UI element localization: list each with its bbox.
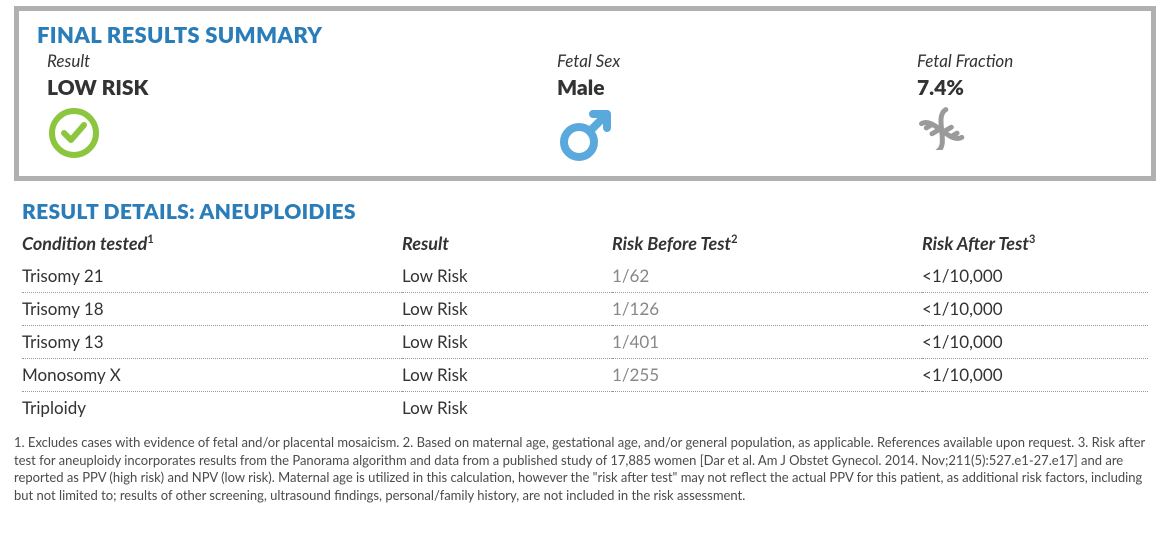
summary-sex-value: Male <box>557 75 917 100</box>
table-row: Trisomy 13 Low Risk 1/401 <1/10,000 <box>22 326 1148 359</box>
header-result: Result <box>402 230 612 260</box>
summary-sex-label: Fetal Sex <box>557 50 917 71</box>
summary-result-block: Result LOW RISK <box>37 50 557 162</box>
cell-after: <1/10,000 <box>922 260 1148 293</box>
header-after: Risk After Test3 <box>922 230 1148 260</box>
cell-after <box>922 392 1148 425</box>
cell-result: Low Risk <box>402 326 612 359</box>
dna-helix-icon <box>917 106 1013 162</box>
cell-before: 1/126 <box>612 293 922 326</box>
details-heading: RESULT DETAILS: ANEUPLOIDIES <box>22 199 1148 224</box>
table-row: Monosomy X Low Risk 1/255 <1/10,000 <box>22 359 1148 392</box>
aneuploidy-table: Condition tested1 Result Risk Before Tes… <box>22 230 1148 424</box>
header-condition: Condition tested1 <box>22 230 402 260</box>
cell-after: <1/10,000 <box>922 326 1148 359</box>
cell-condition: Trisomy 13 <box>22 326 402 359</box>
cell-result: Low Risk <box>402 260 612 293</box>
table-row: Trisomy 21 Low Risk 1/62 <1/10,000 <box>22 260 1148 293</box>
header-before-text: Risk Before Test <box>612 232 731 254</box>
cell-condition: Trisomy 21 <box>22 260 402 293</box>
cell-condition: Triploidy <box>22 392 402 425</box>
table-header-row: Condition tested1 Result Risk Before Tes… <box>22 230 1148 260</box>
cell-after: <1/10,000 <box>922 359 1148 392</box>
header-before: Risk Before Test2 <box>612 230 922 260</box>
header-before-sup: 2 <box>731 233 737 246</box>
cell-condition: Monosomy X <box>22 359 402 392</box>
cell-before <box>612 392 922 425</box>
result-details-section: RESULT DETAILS: ANEUPLOIDIES Condition t… <box>22 199 1148 424</box>
checkmark-icon <box>47 106 557 162</box>
header-condition-sup: 1 <box>147 233 153 246</box>
table-body: Trisomy 21 Low Risk 1/62 <1/10,000 Triso… <box>22 260 1148 424</box>
cell-condition: Trisomy 18 <box>22 293 402 326</box>
final-results-summary-panel: FINAL RESULTS SUMMARY Result LOW RISK Fe… <box>14 6 1156 181</box>
cell-after: <1/10,000 <box>922 293 1148 326</box>
summary-sex-block: Fetal Sex Male <box>557 50 917 162</box>
cell-before: 1/255 <box>612 359 922 392</box>
male-symbol-icon <box>557 106 917 162</box>
table-row: Triploidy Low Risk <box>22 392 1148 425</box>
summary-fraction-value: 7.4% <box>917 75 1013 100</box>
header-after-sup: 3 <box>1029 233 1035 246</box>
cell-before: 1/401 <box>612 326 922 359</box>
summary-result-value: LOW RISK <box>47 75 557 100</box>
footnotes-text: 1. Excludes cases with evidence of fetal… <box>14 434 1148 504</box>
summary-fraction-label: Fetal Fraction <box>917 50 1013 71</box>
header-after-text: Risk After Test <box>922 232 1029 254</box>
table-row: Trisomy 18 Low Risk 1/126 <1/10,000 <box>22 293 1148 326</box>
cell-result: Low Risk <box>402 293 612 326</box>
cell-before: 1/62 <box>612 260 922 293</box>
cell-result: Low Risk <box>402 392 612 425</box>
summary-fraction-block: Fetal Fraction 7.4% <box>917 50 1013 162</box>
cell-result: Low Risk <box>402 359 612 392</box>
summary-columns: Result LOW RISK Fetal Sex Male Fetal <box>37 50 1133 162</box>
header-condition-text: Condition tested <box>22 232 147 254</box>
summary-result-label: Result <box>47 50 557 71</box>
summary-heading: FINAL RESULTS SUMMARY <box>37 21 1133 48</box>
